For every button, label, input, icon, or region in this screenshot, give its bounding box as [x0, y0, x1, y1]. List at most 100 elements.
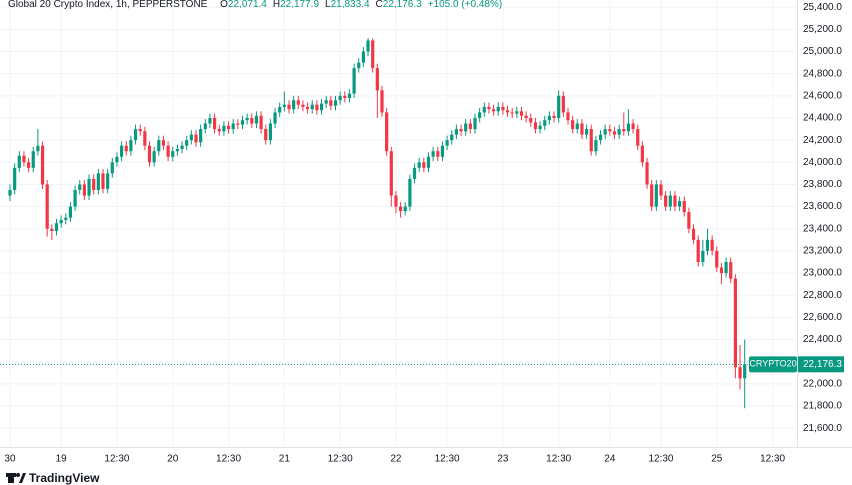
ohlc-value: 21,833.4: [331, 0, 370, 10]
candle-body: [640, 145, 644, 163]
candle-body: [417, 162, 421, 168]
candle-body: [59, 219, 63, 224]
candle-body: [543, 120, 547, 126]
ohlc-value: 22,177.9: [280, 0, 319, 10]
candle-body: [185, 140, 189, 146]
candle-body: [222, 125, 226, 132]
candle-body: [380, 90, 384, 113]
candle-body: [422, 162, 426, 168]
candle-body: [571, 120, 575, 130]
brand: TradingView: [29, 471, 100, 485]
x-tick-label: 30: [4, 454, 16, 465]
ohlc-value: 22,071.4: [228, 0, 267, 10]
candle-body: [287, 104, 291, 110]
candle-body: [375, 68, 379, 91]
candle-body: [626, 123, 631, 132]
candle-body: [171, 151, 175, 157]
candle-body: [96, 173, 100, 190]
candle-body: [705, 239, 710, 251]
ohlc-key: H: [273, 0, 280, 10]
candle-body: [631, 123, 635, 130]
candle-body: [199, 129, 203, 143]
candle-body: [310, 104, 314, 110]
candle-body: [682, 201, 686, 213]
candle-body: [426, 156, 431, 168]
candle-body: [715, 250, 719, 268]
candle-body: [440, 145, 445, 157]
candle-body: [654, 184, 658, 207]
candle-body: [459, 129, 463, 132]
x-tick-label: 12:30: [546, 454, 571, 465]
candle-body: [487, 106, 491, 110]
candle-body: [584, 129, 589, 135]
candle-body: [603, 129, 607, 135]
candle-body: [231, 123, 235, 130]
y-tick-label: 22,000.0: [803, 378, 842, 389]
y-tick-label: 22,800.0: [803, 290, 842, 301]
candle-body: [226, 125, 231, 130]
candle-body: [217, 129, 221, 132]
candle-body: [301, 104, 305, 107]
candle-body: [533, 122, 538, 130]
candle-body: [22, 155, 26, 163]
logo-part: [6, 473, 16, 477]
candle-body: [106, 173, 110, 189]
candle-body: [496, 106, 500, 112]
candle-body: [617, 129, 621, 135]
candle-body: [450, 134, 454, 141]
x-tick-label: 12:30: [648, 454, 673, 465]
candle-body: [189, 134, 193, 141]
candle-body: [598, 134, 603, 141]
grid: [0, 0, 797, 447]
candle-body: [13, 167, 17, 190]
x-tick-label: 21: [279, 454, 291, 465]
candle-body: [361, 51, 365, 63]
candle-body: [436, 151, 440, 157]
candle-body: [561, 95, 565, 113]
candle-body: [491, 109, 496, 112]
y-tick-label: 21,800.0: [803, 401, 842, 412]
x-tick-label: 12:30: [328, 454, 353, 465]
candle-body: [733, 278, 737, 368]
candle-body: [305, 106, 310, 110]
candle-body: [208, 117, 212, 124]
y-tick-label: 25,200.0: [803, 24, 842, 35]
candle-body: [175, 149, 179, 152]
candle-body: [250, 117, 254, 124]
candle-body: [357, 62, 361, 69]
candle-body: [701, 250, 705, 262]
candle-body: [594, 140, 598, 152]
y-tick-label: 22,400.0: [803, 334, 842, 345]
candle-body: [45, 184, 49, 229]
candle-body: [92, 178, 96, 190]
logo-part: [16, 473, 20, 477]
candle-body: [505, 110, 510, 113]
x-tick-label: 22: [390, 454, 402, 465]
candle-body: [547, 115, 551, 121]
logo-part: [8, 473, 14, 483]
candle-body: [445, 140, 449, 146]
candle-body: [194, 134, 198, 143]
y-tick-label: 25,000.0: [803, 46, 842, 57]
candle-body: [259, 115, 263, 130]
candle-body: [398, 206, 403, 212]
candle-body: [622, 129, 626, 132]
candle-body: [78, 184, 82, 190]
candle-body: [296, 100, 300, 105]
candle-body: [473, 117, 477, 130]
candle-body: [319, 103, 324, 111]
candle-body: [31, 151, 35, 168]
x-tick-label: 12:30: [435, 454, 460, 465]
candle-body: [157, 140, 161, 152]
price-tag-label: 22,176.3: [803, 359, 842, 370]
candle-body: [115, 156, 119, 163]
x-tick-label: 19: [56, 454, 68, 465]
candle-body: [710, 239, 714, 251]
ohlc-key: O: [220, 0, 228, 10]
candle-body: [659, 184, 663, 196]
x-tick-label: 25: [711, 454, 723, 465]
candle-body: [687, 212, 691, 229]
candle-body: [147, 145, 152, 163]
candle-body: [36, 145, 40, 152]
